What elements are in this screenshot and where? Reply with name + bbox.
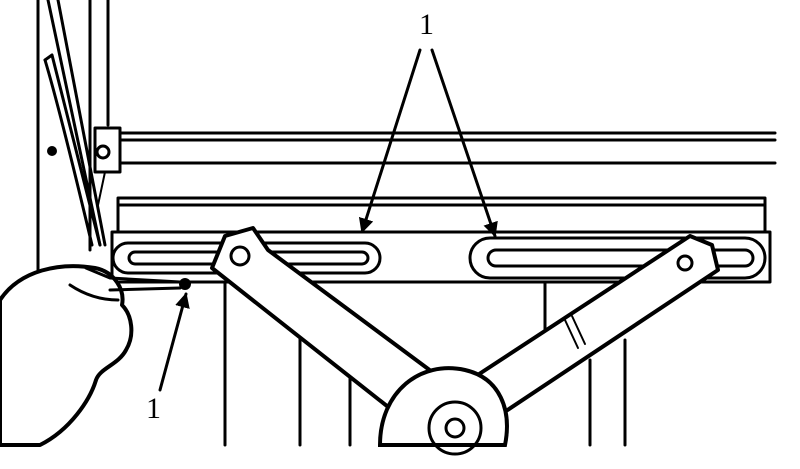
door-frame — [36, 0, 110, 292]
regulator-arm-right — [468, 234, 720, 417]
hub-bolt — [444, 417, 466, 439]
arrow-to-left-slot — [358, 48, 422, 234]
slot-right — [468, 236, 767, 280]
arrow-to-rod-tip — [158, 292, 190, 392]
channel-bolt — [95, 144, 111, 160]
slot-left — [111, 241, 382, 275]
glass-channel-rail — [93, 126, 777, 206]
callout-label-bottom: 1 — [146, 392, 161, 425]
rod-tip — [179, 278, 191, 290]
callout-arrows — [158, 48, 498, 392]
hand — [0, 264, 191, 447]
arrow-to-right-slot — [430, 48, 498, 238]
callout-label-top: 1 — [419, 8, 434, 41]
lift-channel — [110, 196, 772, 284]
door-inner-panel — [223, 280, 627, 447]
support-rods — [43, 0, 107, 247]
arm-pivot-right — [676, 254, 694, 272]
arm-pivot-left — [229, 245, 251, 267]
frame-rivet — [47, 146, 57, 156]
regulator-hub — [377, 366, 509, 456]
